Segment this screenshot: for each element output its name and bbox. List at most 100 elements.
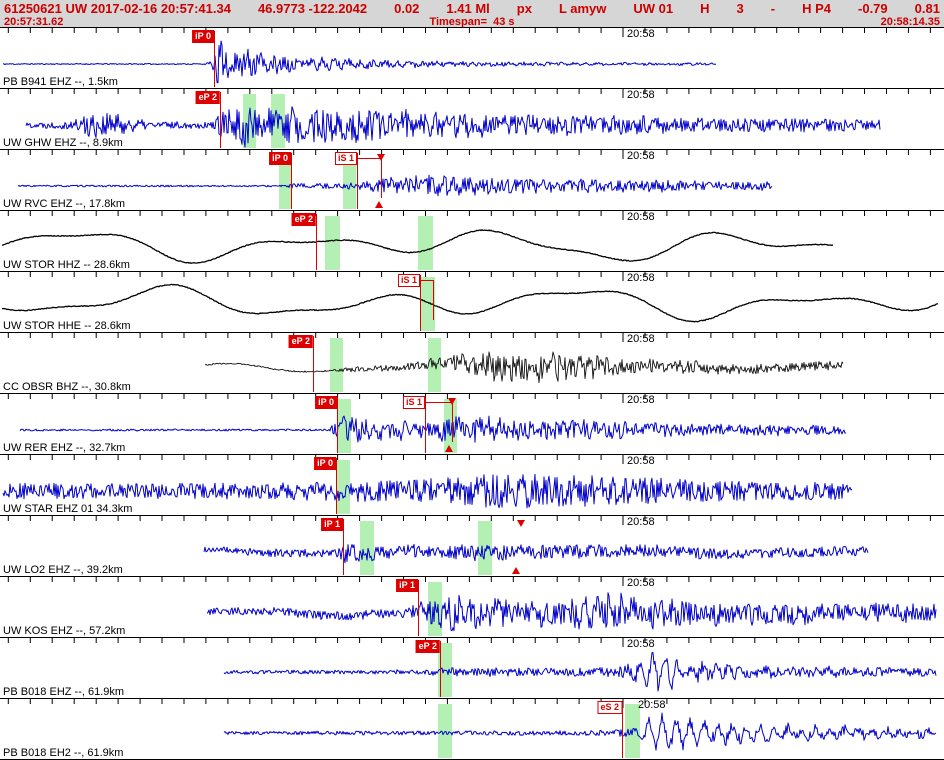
- event-field: 0.81: [914, 1, 940, 16]
- event-field: H: [700, 1, 710, 16]
- seismic-trace: [19, 415, 847, 443]
- waveform[interactable]: [0, 699, 944, 759]
- time-ticks: [7, 638, 931, 647]
- pick-uncertainty-marker[interactable]: [375, 201, 383, 208]
- pick-time-line: [343, 519, 344, 575]
- station-label: PB B018 EHZ --, 61.9km: [3, 686, 125, 698]
- pick-flag[interactable]: iP 0: [314, 457, 336, 470]
- time-ticks: [7, 333, 931, 342]
- event-field: -0.79: [858, 1, 888, 16]
- station-label: UW STOR HHE -- 28.6km: [3, 320, 131, 332]
- pick-uncertainty-marker[interactable]: [377, 154, 385, 161]
- pick-uncertainty-bracket: [357, 158, 381, 159]
- pick-time-line: [291, 153, 292, 209]
- arrival-window-band: [325, 216, 340, 270]
- event-field: 1.41 Ml: [446, 1, 490, 16]
- time-tick-label: 20:58: [627, 638, 655, 650]
- station-label: UW STOR HHZ -- 28.6km: [3, 259, 130, 271]
- time-ticks: [7, 211, 931, 220]
- window-start-time: 20:57:31.62: [4, 16, 64, 28]
- event-summary-line: 61250621 UW 2017-02-16 20:57:41.34 46.977…: [0, 0, 944, 16]
- time-ticks: [7, 150, 931, 159]
- pick-uncertainty-marker[interactable]: [512, 567, 520, 574]
- pick-flag[interactable]: eP 2: [288, 335, 313, 348]
- waveform[interactable]: [0, 28, 944, 88]
- pick-uncertainty-line: [452, 402, 453, 442]
- pick-uncertainty-bracket: [420, 280, 433, 281]
- arrival-window-band: [337, 460, 350, 514]
- pick-flag[interactable]: iP 1: [396, 579, 418, 592]
- trace-row: iP 1 UW LO2 EHZ --, 39.2km 20:58: [0, 516, 944, 577]
- time-range-line: 20:57:31.62 Timespan= 43 s 20:58:14.35: [0, 16, 944, 28]
- pick-uncertainty-marker[interactable]: [517, 520, 525, 527]
- event-field: 3: [736, 1, 744, 16]
- pick-flag[interactable]: eP 2: [415, 640, 440, 653]
- pick-flag[interactable]: eP 2: [195, 91, 220, 104]
- pick-flag[interactable]: iP 0: [315, 396, 337, 409]
- arrival-window-band: [330, 338, 343, 392]
- waveform[interactable]: [0, 211, 944, 271]
- trace-row: iP 0 iS 1 UW RVC EHZ --, 17.8km 20:58: [0, 150, 944, 211]
- time-ticks: [7, 516, 931, 525]
- event-header: 61250621 UW 2017-02-16 20:57:41.34 46.977…: [0, 0, 944, 28]
- pick-time-line: [357, 153, 358, 209]
- waveform[interactable]: [0, 333, 944, 393]
- pick-flag[interactable]: eP 2: [291, 213, 316, 226]
- station-label: UW RVC EHZ --, 17.8km: [3, 198, 126, 210]
- trace-row: iP 0 PB B941 EHZ --, 1.5km 20:58: [0, 28, 944, 89]
- pick-time-line: [214, 31, 215, 87]
- event-field: 61250621 UW 2017-02-16 20:57:41.34: [4, 1, 231, 16]
- pick-flag[interactable]: iP 1: [321, 518, 343, 531]
- pick-uncertainty-marker[interactable]: [448, 398, 456, 405]
- station-label: PB B018 EH2 --, 61.9km: [3, 747, 124, 759]
- waveform[interactable]: [0, 394, 944, 454]
- event-field: 46.9773 -122.2042: [257, 1, 368, 16]
- time-ticks: [7, 699, 931, 708]
- event-field: UW 01: [633, 1, 674, 16]
- station-label: UW RER EHZ --, 32.7km: [3, 442, 126, 454]
- pick-time-line: [337, 397, 338, 453]
- time-tick-label: 20:58: [627, 394, 655, 406]
- arrival-window-band: [444, 399, 457, 453]
- trace-row: eP 2 PB B018 EHZ --, 61.9km 20:58: [0, 638, 944, 699]
- pick-time-line: [313, 336, 314, 392]
- pick-flag[interactable]: iP 0: [192, 30, 214, 43]
- pick-uncertainty-line: [381, 158, 382, 198]
- pick-flag[interactable]: iS 1: [397, 274, 420, 287]
- trace-row: eS 2 PB B018 EH2 --, 61.9km 20:58: [0, 699, 944, 760]
- time-tick-label: 20:58: [627, 577, 655, 589]
- pick-flag[interactable]: iS 1: [402, 396, 425, 409]
- time-tick-label: 20:58: [627, 272, 655, 284]
- waveform[interactable]: [0, 638, 944, 698]
- pick-flag[interactable]: eS 2: [597, 701, 622, 714]
- time-tick-label: 20:58: [627, 516, 655, 528]
- waveform[interactable]: [0, 272, 944, 332]
- waveform[interactable]: [0, 455, 944, 515]
- waveform[interactable]: [0, 150, 944, 210]
- pick-time-line: [622, 702, 623, 758]
- pick-flag[interactable]: iS 1: [334, 152, 357, 165]
- time-tick-label: 20:58: [627, 89, 655, 101]
- arrival-window-band: [438, 704, 452, 758]
- arrival-window-band: [420, 277, 435, 331]
- seismic-trace: [25, 106, 881, 148]
- pick-flag[interactable]: iP 0: [269, 152, 291, 165]
- pick-uncertainty-marker[interactable]: [445, 445, 453, 452]
- waveform[interactable]: [0, 577, 944, 637]
- pick-time-line: [418, 580, 419, 636]
- pick-time-line: [420, 275, 421, 331]
- time-tick-label: 20:58: [627, 150, 655, 162]
- trace-row: eP 2 UW GHW EHZ --, 8.9km 20:58: [0, 89, 944, 150]
- arrival-window-band: [418, 216, 433, 270]
- arrival-window-band: [343, 155, 356, 209]
- event-field: 0.02: [394, 1, 420, 16]
- arrival-window-band: [360, 521, 374, 575]
- station-label: CC OBSR BHZ --, 30.8km: [3, 381, 131, 393]
- time-ticks: [7, 28, 931, 37]
- seismic-trace: [1, 229, 833, 264]
- pick-uncertainty-line: [433, 280, 434, 320]
- pick-time-line: [336, 458, 337, 514]
- waveform[interactable]: [0, 516, 944, 576]
- seismic-trace: [2, 473, 853, 509]
- waveform[interactable]: [0, 89, 944, 149]
